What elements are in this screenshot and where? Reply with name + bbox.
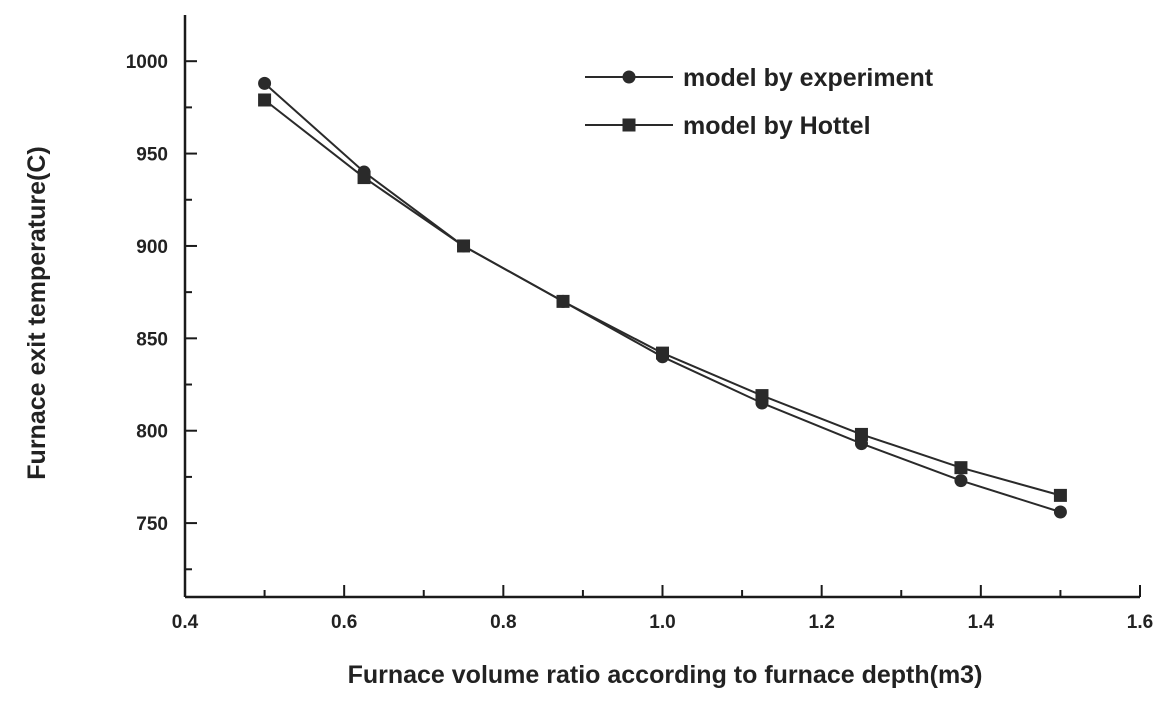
- x-tick-label: 0.6: [331, 612, 357, 633]
- y-tick-label: 1000: [126, 52, 168, 73]
- series-2-point: [954, 461, 968, 475]
- series-2-point: [357, 171, 371, 185]
- series-1-point: [258, 76, 272, 90]
- x-tick-label: 0.4: [172, 612, 199, 633]
- y-axis-title: Furnace exit temperature(C): [23, 146, 51, 479]
- series-1-point: [1053, 505, 1067, 519]
- y-tick-label: 750: [136, 514, 168, 535]
- y-tick-label: 900: [136, 237, 168, 258]
- legend-label: model by experiment: [683, 64, 934, 92]
- legend-label: model by Hottel: [683, 112, 871, 140]
- x-tick-label: 1.4: [968, 612, 995, 633]
- series-2-point: [755, 389, 769, 403]
- series-2-point: [258, 93, 272, 107]
- legend: model by experiment model by Hottel: [585, 64, 934, 140]
- x-tick-label: 0.8: [490, 612, 516, 633]
- axes: 0.4 0.6 0.8 1.0 1.2 1.4 1.6 750 800 850 900 950 1000: [126, 15, 1153, 633]
- legend-item-1: model by experiment: [585, 64, 934, 92]
- series-2-line: [263, 99, 1061, 497]
- series-2-point: [854, 427, 868, 441]
- x-axis-title: Furnace volume ratio according to furnac…: [348, 661, 983, 689]
- series-2-point: [556, 294, 570, 308]
- series-layer: [258, 76, 1067, 519]
- x-tick-label: 1.6: [1127, 612, 1153, 633]
- series-1-point: [954, 474, 968, 488]
- x-tick-label: 1.2: [808, 612, 834, 633]
- x-tick-label: 1.0: [649, 612, 675, 633]
- series-2: [258, 93, 1067, 502]
- series-1: [258, 76, 1067, 519]
- series-2-point: [656, 346, 669, 360]
- series-2-point: [1053, 488, 1067, 502]
- y-tick-label: 950: [136, 145, 168, 166]
- y-tick-label: 800: [136, 422, 168, 443]
- legend-marker: [622, 118, 636, 132]
- legend-marker: [622, 70, 636, 84]
- legend-item-2: model by Hottel: [585, 112, 871, 140]
- series-1-line: [263, 82, 1061, 513]
- series-2-point: [457, 239, 471, 253]
- y-tick-label: 850: [136, 329, 168, 350]
